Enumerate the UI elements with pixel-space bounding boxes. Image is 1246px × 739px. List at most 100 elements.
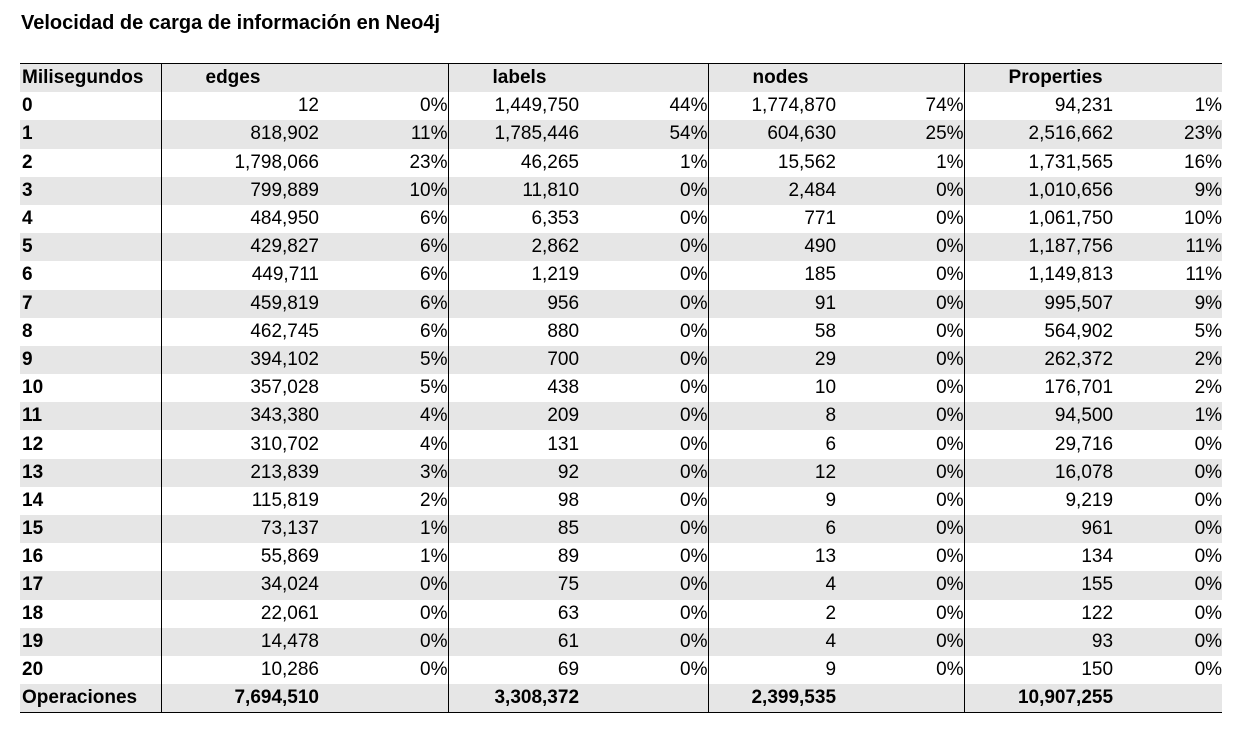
- table-row: 9 394,102 5% 700 0% 29 0% 262,372 2%: [20, 345, 1223, 375]
- row-ms: 8: [22, 320, 33, 342]
- cell-properties-pct: 0%: [1113, 627, 1223, 656]
- cell-edges: 310,702: [160, 430, 319, 459]
- table-row: 3 799,889 10% 11,810 0% 2,484 0% 1,010,656 9%: [20, 176, 1223, 205]
- cell-labels: 98: [447, 486, 580, 515]
- cell-edges: 34,024: [160, 571, 319, 600]
- header-labels: labels: [447, 63, 709, 93]
- cell-properties: 16,078: [963, 458, 1114, 487]
- cell-nodes-pct: 25%: [836, 120, 965, 149]
- cell-properties-pct: 2%: [1113, 345, 1223, 375]
- cell-properties-pct: 11%: [1113, 233, 1223, 262]
- row-ms: 2: [22, 151, 33, 173]
- cell-nodes: 6: [707, 430, 837, 459]
- table-row: 8 462,745 6% 880 0% 58 0% 564,902 5%: [20, 317, 1222, 346]
- cell-nodes-pct: 0%: [936, 377, 964, 399]
- cell-properties: 134: [963, 543, 1114, 572]
- cell-edges: 799,889: [160, 176, 319, 205]
- cell-nodes-pct: 0%: [936, 320, 964, 342]
- cell-nodes: 185: [707, 261, 837, 290]
- row-ms: 16: [22, 546, 44, 568]
- cell-nodes: 91: [707, 289, 837, 318]
- cell-properties: 262,372: [963, 345, 1114, 375]
- row-ms: 6: [22, 264, 33, 286]
- cell-labels-pct: 0%: [579, 345, 709, 375]
- cell-edges: 394,102: [160, 345, 319, 375]
- cell-edges: 115,819: [160, 486, 319, 515]
- row-ms: 9: [20, 345, 161, 375]
- cell-nodes-pct: 0%: [836, 233, 965, 262]
- cell-labels: 209: [447, 402, 580, 431]
- cell-properties: 995,507: [963, 289, 1114, 318]
- cell-edges: 449,711: [160, 261, 319, 290]
- cell-labels: 75: [447, 571, 580, 600]
- cell-nodes-pct: 0%: [836, 289, 965, 318]
- cell-labels: 61: [447, 627, 580, 656]
- cell-labels-pct: 0%: [680, 433, 708, 455]
- table-row: 18 22,061 0% 63 0% 2 0% 122 0%: [20, 599, 1222, 628]
- cell-nodes-pct: 0%: [836, 458, 965, 487]
- cell-labels-pct: 0%: [680, 546, 708, 568]
- cell-nodes-pct: 74%: [925, 95, 964, 117]
- table-row: 5 429,827 6% 2,862 0% 490 0% 1,187,756 11%: [20, 233, 1223, 262]
- cell-properties: 155: [963, 571, 1114, 600]
- cell-properties-pct: 11%: [1185, 264, 1223, 286]
- cell-properties-pct: 0%: [1194, 659, 1223, 681]
- table-row: 16 55,869 1% 89 0% 13 0% 134 0%: [20, 543, 1222, 572]
- cell-nodes: 15,562: [707, 148, 837, 177]
- cell-labels: 1,219: [447, 261, 580, 290]
- cell-labels-pct: 0%: [579, 571, 709, 600]
- cell-labels: 1,785,446: [447, 120, 580, 149]
- cell-labels: 85: [447, 515, 580, 544]
- cell-labels: 438: [447, 374, 580, 403]
- cell-edges-pct: 6%: [420, 208, 448, 230]
- cell-properties-pct: 0%: [1194, 489, 1223, 511]
- cell-edges: 429,827: [160, 233, 319, 262]
- cell-edges: 462,745: [160, 317, 319, 346]
- cell-nodes-pct: 0%: [836, 515, 965, 544]
- cell-properties-pct: 1%: [1194, 95, 1223, 117]
- cell-nodes-pct: 0%: [836, 571, 965, 600]
- cell-properties-pct: 0%: [1113, 515, 1223, 544]
- cell-edges-pct: 6%: [319, 289, 449, 318]
- cell-properties: 29,716: [963, 430, 1114, 459]
- cell-properties: 1,187,756: [963, 233, 1114, 262]
- cell-labels: 880: [447, 317, 580, 346]
- cell-nodes: 4: [707, 571, 837, 600]
- cell-labels-pct: 0%: [579, 289, 709, 318]
- cell-nodes: 2,484: [707, 176, 837, 205]
- cell-nodes: 9: [707, 486, 837, 515]
- cell-properties: 122: [963, 599, 1114, 628]
- cell-edges-pct: 1%: [319, 515, 449, 544]
- cell-edges: 73,137: [160, 515, 319, 544]
- cell-nodes-pct: 0%: [936, 208, 964, 230]
- table-row: 2 1,798,066 23% 46,265 1% 15,562 1% 1,731,565 16…: [20, 148, 1222, 177]
- cell-edges: 22,061: [160, 599, 319, 628]
- cell-edges-pct: 6%: [420, 264, 448, 286]
- cell-labels-pct: 0%: [579, 176, 709, 205]
- row-ms: 13: [20, 458, 161, 487]
- cell-properties-pct: 2%: [1194, 377, 1223, 399]
- row-ms: 1: [20, 120, 161, 149]
- row-ms: 19: [20, 627, 161, 656]
- cell-labels-pct: 0%: [579, 402, 709, 431]
- cell-edges-pct: 2%: [420, 489, 448, 511]
- cell-labels: 89: [447, 543, 580, 572]
- table-row: 12 310,702 4% 131 0% 6 0% 29,716 0%: [20, 430, 1222, 459]
- cell-properties: 176,701: [963, 374, 1114, 403]
- cell-properties-pct: 10%: [1184, 208, 1223, 230]
- cell-properties-pct: 9%: [1113, 176, 1223, 205]
- cell-labels: 700: [447, 345, 580, 375]
- cell-labels: 6,353: [447, 204, 580, 234]
- cell-labels-pct: 44%: [669, 95, 708, 117]
- cell-edges-pct: 1%: [420, 546, 448, 568]
- cell-edges: 213,839: [160, 458, 319, 487]
- cell-edges-pct: 6%: [420, 320, 448, 342]
- cell-edges: 10,286: [160, 655, 319, 685]
- cell-edges: 14,478: [160, 627, 319, 656]
- cell-labels: 131: [447, 430, 580, 459]
- cell-edges-pct: 11%: [319, 120, 449, 149]
- cell-edges-pct: 0%: [420, 659, 448, 681]
- cell-edges: 1,798,066: [160, 148, 319, 177]
- cell-nodes: 8: [707, 402, 837, 431]
- cell-labels-pct: 0%: [680, 208, 708, 230]
